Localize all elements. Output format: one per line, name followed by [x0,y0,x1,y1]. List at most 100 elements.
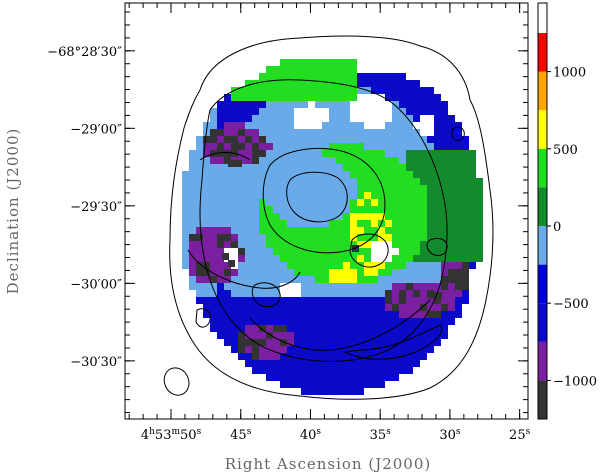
map-pixel [210,297,217,304]
map-pixel [189,171,196,178]
map-pixel [399,290,406,297]
map-pixel [322,290,329,297]
map-pixel [280,101,287,108]
map-pixel [210,115,217,122]
map-pixel [350,304,357,311]
map-pixel [287,101,294,108]
map-pixel [259,87,266,94]
map-pixel [294,332,301,339]
map-pixel [294,311,301,318]
map-pixel [336,241,343,248]
map-pixel [273,164,280,171]
x-axis-ticks: 4h53m50s 45s 40s 35s 30s 25s [128,3,531,443]
map-pixel [343,143,350,150]
map-pixel [301,94,308,101]
map-pixel [203,171,210,178]
contour-outer [169,35,494,400]
map-pixel [378,367,385,374]
map-pixel [392,269,399,276]
map-pixel [364,192,371,199]
map-pixel [413,129,420,136]
map-pixel [245,304,252,311]
map-pixel [217,101,224,108]
map-pixel [357,304,364,311]
map-pixel [406,80,413,87]
map-pixel [301,304,308,311]
map-pixel [336,87,343,94]
map-pixel [308,213,315,220]
map-pixel [329,66,336,73]
map-pixel [266,171,273,178]
map-pixel [385,122,392,129]
map-pixel [406,290,413,297]
map-pixel [315,164,322,171]
map-pixel [315,269,322,276]
map-pixel [406,157,413,164]
map-pixel [413,360,420,367]
map-pixel [259,129,266,136]
map-pixel [322,185,329,192]
map-pixel [399,143,406,150]
map-pixel [350,143,357,150]
map-pixel [435,292,442,299]
map-pixel [217,234,224,241]
map-pixel [182,241,189,248]
map-pixel [385,262,392,269]
map-pixel [266,311,273,318]
map-pixel [350,185,357,192]
map-pixel [217,262,224,269]
map-pixel [329,206,336,213]
map-pixel [217,311,224,318]
x-tick-label: 40s [300,427,322,443]
map-pixel [371,220,378,227]
map-pixel [357,199,364,206]
map-pixel [322,255,329,262]
map-pixel [336,262,343,269]
map-pixel [364,241,371,248]
map-pixel [224,143,231,150]
map-pixel [371,339,378,346]
map-pixel [301,318,308,325]
map-pixel [245,311,252,318]
map-pixel [378,339,385,346]
map-pixel [252,332,259,339]
map-pixel [336,157,343,164]
map-pixel [392,325,399,332]
map-pixel [469,227,476,234]
map-pixel [217,290,224,297]
map-pixel [322,157,329,164]
map-pixel [441,304,448,311]
map-pixel [357,129,364,136]
map-pixel [280,157,287,164]
map-pixel [406,367,413,374]
map-pixel [203,192,210,199]
map-pixel [357,311,364,318]
map-pixel [336,234,343,241]
map-pixel [364,367,371,374]
map-pixel [294,101,301,108]
map-pixel [378,276,385,283]
map-pixel [280,325,287,332]
map-pixel [378,381,385,388]
map-pixel [364,248,371,255]
map-pixel [273,87,280,94]
map-pixel [329,157,336,164]
map-pixel [238,199,245,206]
map-pixel [357,122,364,129]
map-pixel [322,248,329,255]
map-pixel [301,220,308,227]
map-pixel [420,297,427,304]
map-pixel [280,304,287,311]
map-pixel [476,241,483,248]
map-pixel [427,262,434,269]
map-pixel [189,220,196,227]
map-pixel [259,171,266,178]
map-pixel [350,241,357,248]
map-pixel [308,262,315,269]
map-pixel [273,234,280,241]
map-pixel [210,283,217,290]
map-pixel [224,122,231,129]
map-pixel [252,346,259,353]
contour-right-loop [426,237,448,256]
map-pixel [322,318,329,325]
